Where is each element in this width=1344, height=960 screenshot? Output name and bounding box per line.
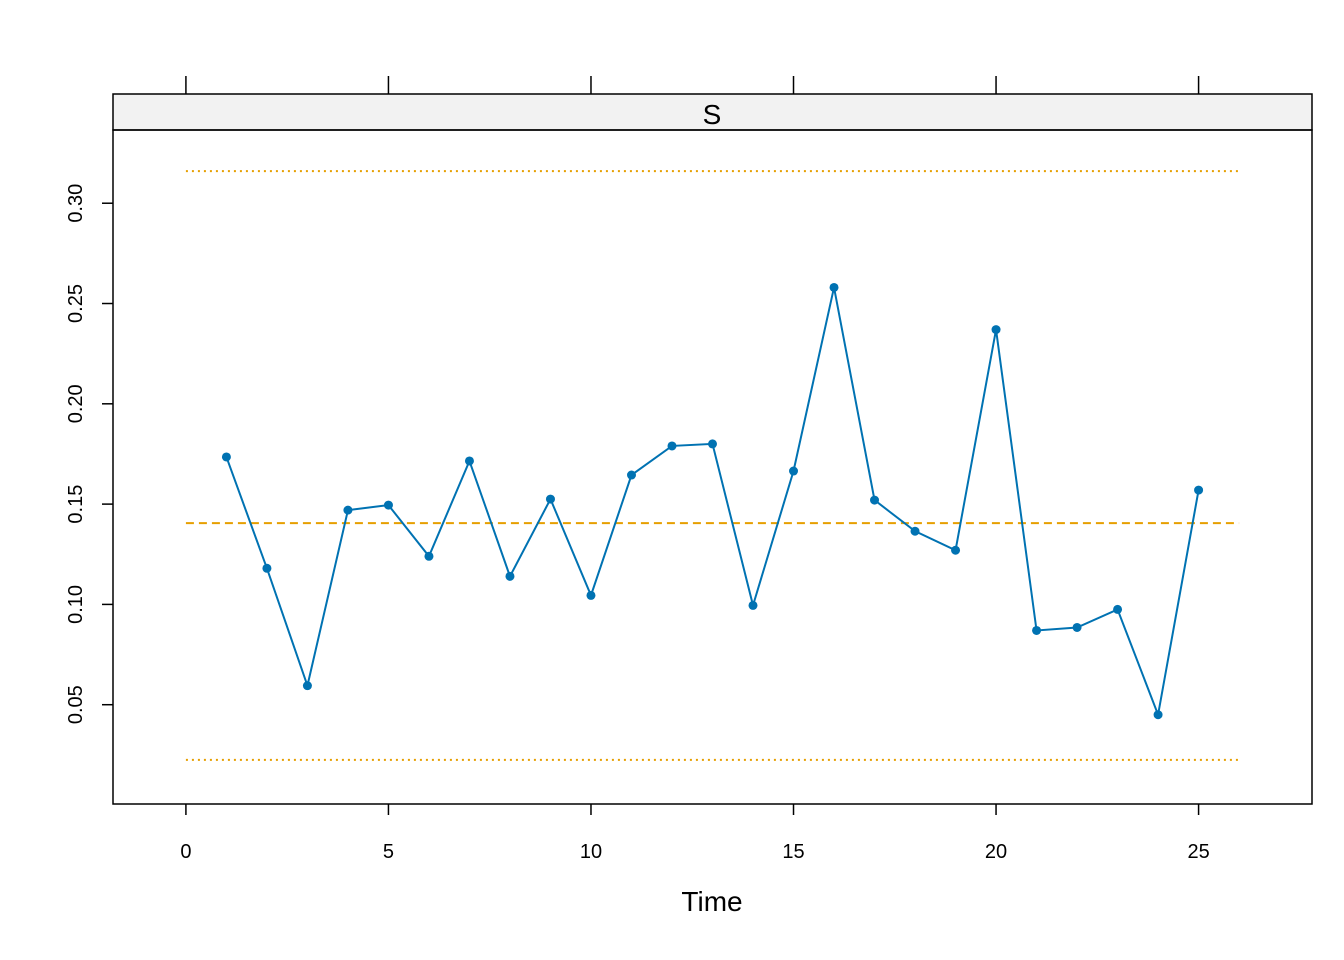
data-point xyxy=(991,325,1001,335)
y-tick-label: 0.10 xyxy=(65,585,87,624)
y-tick-label: 0.20 xyxy=(65,384,87,423)
reference-lines xyxy=(185,170,1240,761)
data-point xyxy=(221,452,231,462)
data-point xyxy=(1194,485,1204,495)
data-point xyxy=(586,590,596,600)
data-point xyxy=(626,470,636,480)
strip-label: S xyxy=(703,99,722,130)
data-point xyxy=(910,526,920,536)
data-point xyxy=(667,441,677,451)
data-point xyxy=(505,571,515,581)
series-line xyxy=(225,287,1200,719)
x-axis-title: Time xyxy=(681,886,742,917)
x-tick-label: 20 xyxy=(985,841,1007,863)
data-point xyxy=(1032,625,1042,635)
data-point xyxy=(464,456,474,466)
data-point xyxy=(302,681,312,691)
data-point xyxy=(951,545,961,555)
y-tick-label: 0.05 xyxy=(65,685,87,724)
data-point xyxy=(870,495,880,505)
x-tick-label: 10 xyxy=(580,841,602,863)
data-point xyxy=(262,563,272,573)
data-point xyxy=(708,439,717,449)
x-tick-label: 15 xyxy=(782,841,804,863)
strip-background xyxy=(112,93,1313,131)
x-tick-label: 5 xyxy=(383,841,394,863)
data-point xyxy=(829,282,839,292)
plot-panel xyxy=(112,129,1313,805)
data-point xyxy=(343,505,353,515)
x-tick-label: 25 xyxy=(1187,841,1209,863)
y-tick-label: 0.30 xyxy=(65,184,87,223)
data-point xyxy=(545,494,555,504)
y-tick-label: 0.15 xyxy=(65,485,87,524)
data-point xyxy=(1072,622,1082,632)
series-lines xyxy=(225,287,1200,719)
data-point xyxy=(383,500,393,510)
data-point xyxy=(424,551,434,561)
axis-ticks xyxy=(102,76,1200,815)
series-points xyxy=(221,282,1204,720)
data-point xyxy=(1113,604,1123,614)
tick-labels: 0 5 10 15 20 25 0.05 0.10 0.15 0.20 0.25 0.30 xyxy=(65,184,1210,863)
y-tick-label: 0.25 xyxy=(65,284,87,323)
x-tick-label: 0 xyxy=(180,841,191,863)
data-point xyxy=(748,600,758,610)
data-point xyxy=(1153,710,1163,720)
data-point xyxy=(789,466,799,476)
